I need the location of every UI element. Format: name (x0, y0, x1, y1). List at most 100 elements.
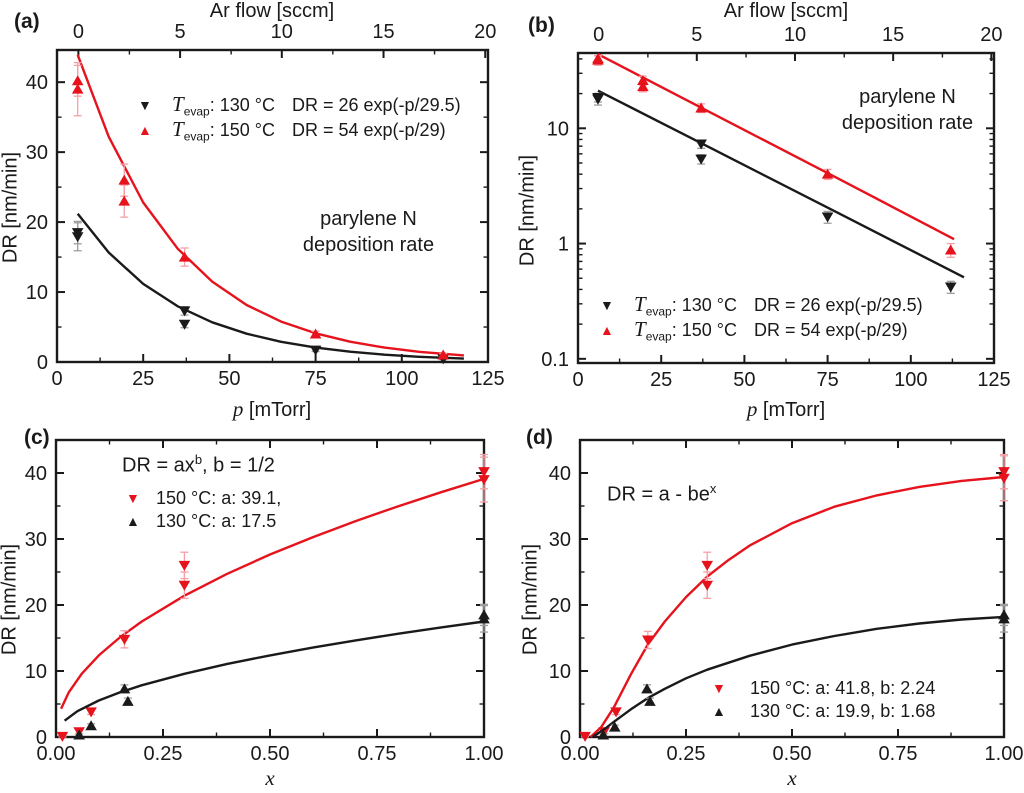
fit-curve-Tevap-150C (597, 53, 955, 241)
data-point-triangle-down (579, 731, 591, 742)
fit-curve-130C-a-17.5 (63, 620, 485, 722)
triangle-down-icon: ▼ (600, 297, 614, 313)
x-tick-label: 50 (218, 368, 240, 390)
data-point-triangle-up (592, 54, 604, 65)
y-tick-label: 40 (25, 463, 47, 485)
data-point-triangle-up (478, 613, 490, 624)
panel-d-fit-formula: DR = a - bex (607, 481, 717, 506)
x-tick-label: 0.00 (37, 743, 76, 765)
data-point-triangle-down (178, 560, 191, 571)
legend-fit-label: 150 °C: a: 41.8, b: 2.24 (750, 678, 936, 698)
top-tick-label: 20 (474, 21, 496, 43)
fit-curve-130C-a-19.9-b-1.68 (592, 615, 1005, 738)
panel-b-y-axis-title: DR [nm/min] (516, 154, 539, 267)
legend-fit-label: DR = 26 exp(-p/29.5) (754, 295, 923, 315)
triangle-up-icon: ▲ (712, 703, 726, 719)
data-point-triangle-up (71, 83, 84, 94)
panel-c-x-axis-title: x (265, 766, 275, 790)
y-tick-label: 30 (26, 142, 48, 164)
panel-b-annotation: parylene N deposition rate (800, 84, 1015, 136)
triangle-down-icon: ▼ (712, 680, 726, 696)
data-point-triangle-down (85, 707, 97, 718)
data-point-triangle-down (701, 580, 713, 591)
y-tick-label: 20 (26, 212, 48, 234)
data-point-triangle-up (695, 102, 707, 113)
x-tick-label: 75 (304, 368, 326, 390)
x-tick-label: 50 (733, 369, 755, 391)
x-axis-symbol: p (232, 397, 244, 421)
legend-row: ▲ Tevap: 150 °C DR = 54 exp(-p/29) (600, 317, 923, 344)
data-point-triangle-down (695, 139, 707, 150)
legend-series-label: Tevap: 150 °C (634, 317, 737, 344)
legend-row: ▼ Tevap: 130 °C DR = 26 exp(-p/29.5) (600, 292, 923, 319)
y-tick-label: 10 (547, 118, 569, 140)
data-point-triangle-up (608, 721, 621, 732)
panel-b-x-axis-title: p [mTorr] (746, 397, 826, 421)
top-tick-label: 15 (882, 24, 904, 46)
data-point-triangle-down (309, 345, 322, 356)
legend-row: ▼ 150 °C: a: 41.8, b: 2.24 (712, 678, 935, 701)
x-tick-label: 0.50 (773, 743, 812, 765)
y-tick-label: 10 (26, 282, 48, 304)
data-point-triangle-down (478, 467, 490, 478)
x-tick-label: 0.25 (144, 743, 183, 765)
data-point-triangle-up (437, 349, 449, 360)
data-point-triangle-down (701, 560, 713, 571)
panel-a-y-axis-title: DR [nm/min] (0, 151, 22, 264)
legend-fit-label: DR = 54 exp(-p/29) (754, 320, 908, 340)
y-tick-label: 20 (549, 595, 571, 617)
y-tick-label: 0 (560, 727, 571, 749)
y-tick-label: 40 (549, 463, 571, 485)
data-point-triangle-up (821, 168, 834, 179)
x-tick-label: 0.75 (358, 743, 397, 765)
x-tick-label: 125 (471, 368, 504, 390)
panel-a-legend: ▼ Tevap: 130 °C DR = 26 exp(-p/29.5) ▲ T… (138, 92, 461, 144)
panel-d-label: (d) (526, 426, 553, 449)
data-point-triangle-up (118, 683, 131, 694)
top-tick-label: 0 (73, 21, 84, 43)
top-tick-label: 5 (691, 24, 702, 46)
panel-c-legend: ▼ 150 °C: a: 39.1, ▲ 130 °C: a: 17.5 (126, 488, 281, 534)
data-point-triangle-up (597, 729, 610, 740)
annotation-line: parylene N (859, 86, 956, 108)
panel-a-plot: 0 25 50 75 100 125 0 10 20 30 40 0 5 10 15 20 (26, 21, 505, 390)
data-point-triangle-down (695, 154, 707, 165)
legend-fit-label: 130 °C: a: 19.9, b: 1.68 (750, 701, 936, 721)
data-point-triangle-down (998, 467, 1010, 478)
x-tick-label: 1.00 (985, 743, 1024, 765)
legend-row: ▲ 130 °C: a: 17.5 (126, 511, 281, 534)
y-tick-label: 20 (25, 595, 47, 617)
y-tick-label: 30 (25, 529, 47, 551)
data-point-triangle-down (944, 282, 957, 293)
legend-row: ▼ Tevap: 130 °C DR = 26 exp(-p/29.5) (138, 92, 461, 119)
data-point-triangle-up (637, 81, 649, 92)
x-tick-label: 0.00 (561, 743, 600, 765)
panel-d-x-axis-title: x (787, 766, 797, 790)
data-point-triangle-down (478, 475, 490, 486)
data-point-triangle-down (610, 707, 622, 718)
fit-curve-Tevap-130C (597, 89, 965, 279)
x-tick-label: 100 (385, 368, 418, 390)
data-point-triangle-down (178, 306, 191, 317)
fit-curve-150C-a-41.8-b-2.24 (589, 475, 1005, 738)
data-point-triangle-up (178, 251, 191, 262)
x-tick-label: 0.25 (667, 743, 706, 765)
top-tick-label: 10 (271, 21, 293, 43)
data-point-triangle-down (821, 212, 834, 223)
data-point-triangle-up (998, 613, 1010, 624)
triangle-up-icon: ▲ (138, 122, 152, 138)
data-point-triangle-down (592, 94, 604, 105)
panel-a-label: (a) (14, 10, 40, 33)
data-point-triangle-down (178, 580, 191, 591)
annotation-line: deposition rate (841, 112, 974, 134)
triangle-up-icon: ▲ (600, 322, 614, 338)
legend-series-label: Tevap: 130 °C (634, 292, 737, 319)
x-tick-label: 1.00 (465, 743, 504, 765)
top-tick-label: 20 (980, 24, 1002, 46)
panel-c-label: (c) (24, 426, 50, 449)
data-point-triangle-up (73, 729, 85, 740)
data-point-triangle-up (641, 683, 653, 694)
panel-a-annotation: parylene N deposition rate (266, 206, 471, 258)
data-point-triangle-up (644, 695, 656, 706)
